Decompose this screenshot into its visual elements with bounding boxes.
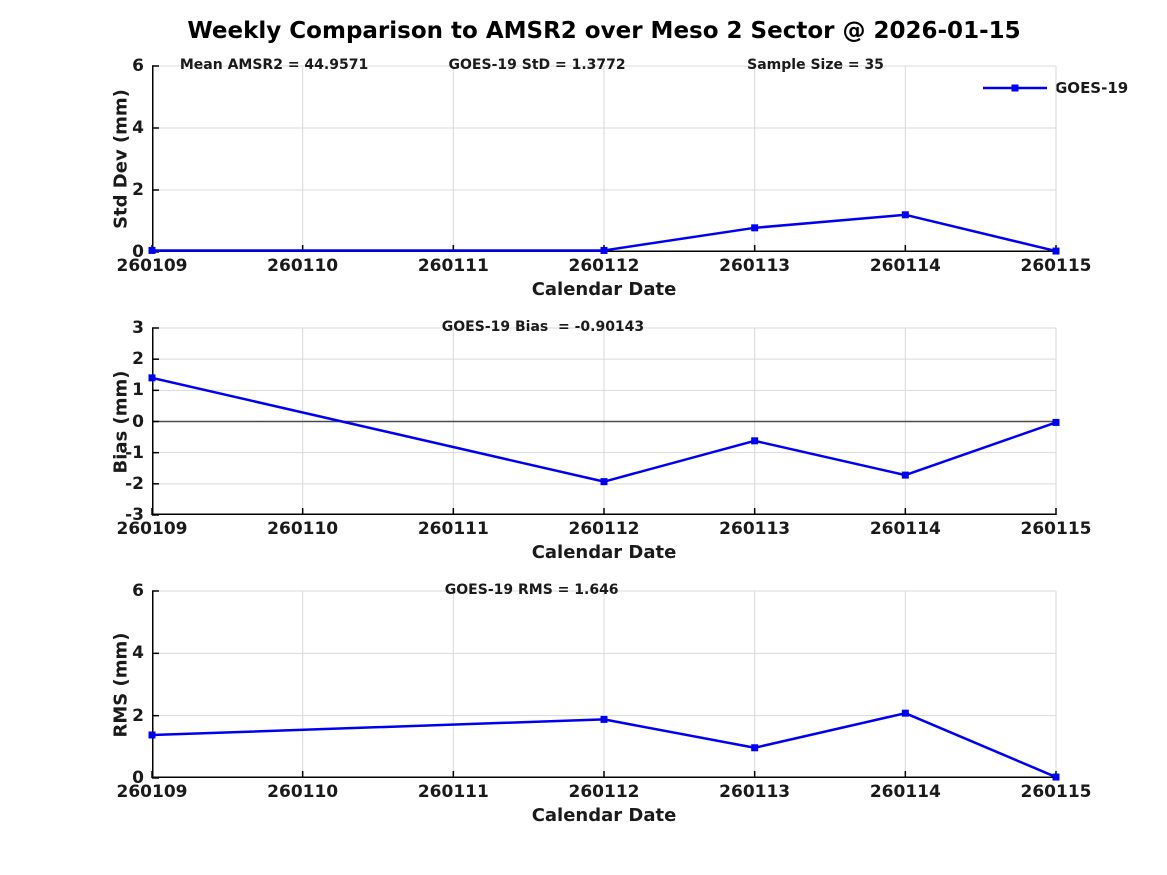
x-tick-label: 260113 xyxy=(719,782,791,802)
y-tick-label: 0 xyxy=(132,411,144,432)
annotation: GOES-19 StD = 1.3772 xyxy=(448,57,626,73)
x-tick-label: 260111 xyxy=(417,782,489,802)
y-tick-label: 2 xyxy=(132,705,144,726)
y-tick-label: 6 xyxy=(132,581,144,601)
y-tick-label: 4 xyxy=(132,643,144,664)
plot-area-rms xyxy=(148,590,1060,781)
x-tick-label: 260115 xyxy=(1020,782,1092,802)
x-tick-label: 260114 xyxy=(869,256,941,276)
x-tick-label: 260113 xyxy=(719,256,791,276)
y-axis-label: Std Dev (mm) xyxy=(110,89,132,229)
annotation: Mean AMSR2 = 44.9571 xyxy=(179,57,369,73)
x-axis-label: Calendar Date xyxy=(531,542,677,563)
subplot-bias: -3 -2 -1 0 1 2 3 260109 260110 260111 260112 260113… xyxy=(111,318,1092,563)
x-tick-label: 260115 xyxy=(1020,256,1092,276)
subplot-std-dev: GOES-19 0 2 4 6 260109 260110 260111 260112 2601… xyxy=(111,56,1129,300)
x-tick-label: 260110 xyxy=(267,519,339,539)
x-tick-label: 260110 xyxy=(267,256,339,276)
y-axis-label: Bias (mm) xyxy=(110,370,132,473)
x-tick-label: 260110 xyxy=(267,782,339,802)
figure-title: Weekly Comparison to AMSR2 over Meso 2 S… xyxy=(187,18,1021,44)
legend: GOES-19 xyxy=(983,78,1128,98)
y-tick-label: 2 xyxy=(132,349,144,370)
annotation: Sample Size = 35 xyxy=(747,57,884,73)
x-tick-label: 260109 xyxy=(116,519,188,539)
x-axis-label: Calendar Date xyxy=(531,805,677,826)
x-tick-label: 260111 xyxy=(417,256,489,276)
x-tick-label: 260113 xyxy=(719,519,791,539)
x-tick-label: 260112 xyxy=(568,519,640,539)
y-tick-label: -2 xyxy=(125,473,144,494)
x-tick-label: 260109 xyxy=(116,256,188,276)
y-tick-label: 3 xyxy=(132,318,144,338)
x-tick-label: 260109 xyxy=(116,782,188,802)
y-tick-label: 0 xyxy=(132,768,144,788)
x-tick-label: 260112 xyxy=(568,256,640,276)
legend-label: GOES-19 xyxy=(1055,79,1129,97)
x-tick-label: 260114 xyxy=(869,782,941,802)
subplot-rms: 0 2 4 6 260109 260110 260111 260112 260113 260114… xyxy=(111,581,1092,826)
plot-area-std-dev xyxy=(148,65,1060,255)
annotation: GOES-19 Bias = -0.90143 xyxy=(441,319,645,335)
x-tick-label: 260111 xyxy=(417,519,489,539)
y-tick-label: 6 xyxy=(132,56,144,76)
y-axis-label: RMS (mm) xyxy=(110,632,132,737)
y-tick-label: 4 xyxy=(132,118,144,138)
y-tick-label: 2 xyxy=(132,180,144,200)
y-tick-label: -1 xyxy=(125,442,144,463)
plot-area-bias xyxy=(148,327,1060,516)
x-tick-label: 260115 xyxy=(1020,519,1092,539)
annotation: GOES-19 RMS = 1.646 xyxy=(444,582,619,598)
x-tick-label: 260112 xyxy=(568,782,640,802)
legend-line-icon xyxy=(983,84,1047,92)
y-tick-label: 0 xyxy=(132,242,144,262)
y-tick-label: 1 xyxy=(132,380,144,401)
x-tick-label: 260114 xyxy=(869,519,941,539)
y-tick-label: -3 xyxy=(125,505,144,525)
x-axis-label: Calendar Date xyxy=(531,279,677,300)
